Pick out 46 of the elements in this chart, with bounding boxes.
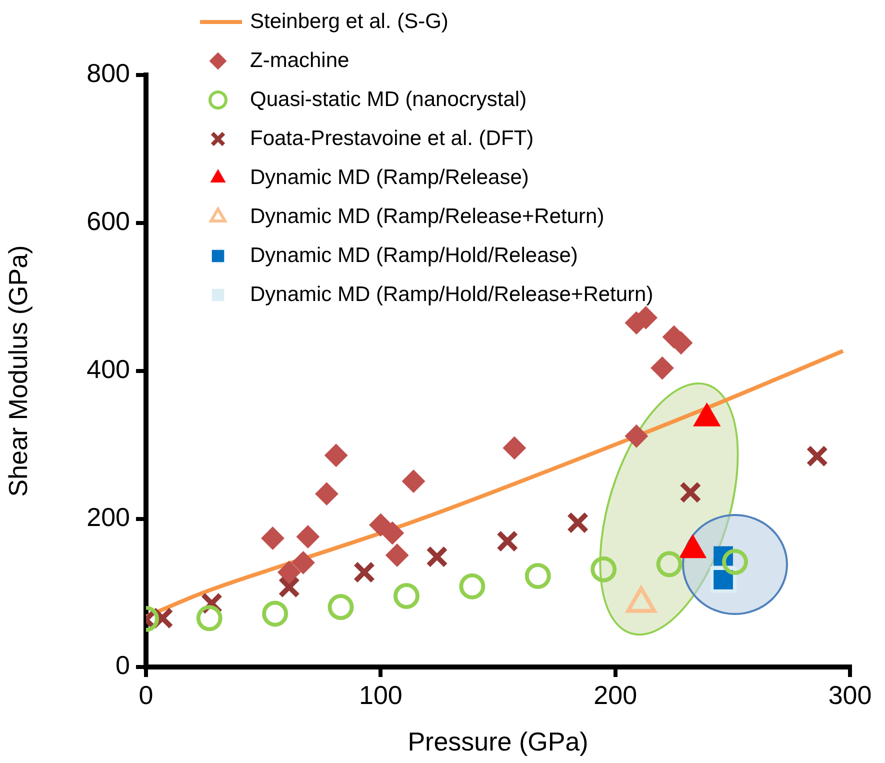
point	[656, 551, 682, 578]
y-axis-title: Shear Modulus (GPa)	[2, 245, 33, 497]
legend-label: Dynamic MD (Ramp/Hold/Release+Return)	[250, 282, 654, 306]
x-tick-label: 200	[594, 680, 638, 710]
point	[590, 556, 617, 582]
point	[806, 445, 828, 468]
point	[262, 600, 288, 627]
point	[324, 444, 348, 467]
x-tick-label: 300	[828, 680, 872, 710]
point	[502, 436, 526, 460]
x-tick-label: 100	[358, 680, 402, 710]
point	[278, 576, 300, 598]
legend-label: Dynamic MD (Ramp/Hold/Release)	[250, 244, 578, 267]
x-axis-title: Pressure (GPa)	[408, 726, 588, 757]
point	[426, 546, 448, 568]
y-tick-label: 400	[86, 354, 130, 384]
legend-label: Dynamic MD (Ramp/Release+Return)	[250, 204, 604, 228]
y-tick-label: 0	[116, 650, 130, 680]
y-tick-label: 200	[86, 502, 130, 532]
y-tick-label: 800	[86, 58, 130, 88]
point	[650, 356, 674, 380]
legend-label: Z-machine	[250, 48, 350, 72]
point	[566, 512, 589, 534]
point	[380, 522, 404, 545]
point	[261, 526, 284, 550]
x-tick-label: 0	[138, 680, 154, 710]
point	[278, 560, 301, 584]
legend-label: Foata-Prestavoine et al. (DFT)	[250, 126, 534, 150]
point	[353, 561, 376, 584]
point	[524, 562, 551, 589]
point	[315, 482, 338, 506]
point	[393, 582, 420, 609]
point	[196, 605, 222, 632]
point	[402, 470, 426, 493]
legend-label: Dynamic MD (Ramp/Release)	[250, 166, 529, 189]
point	[292, 551, 315, 574]
point	[679, 481, 702, 504]
legend-label: Steinberg et al. (S-G)	[250, 10, 448, 33]
y-tick-label: 600	[86, 206, 130, 236]
point	[496, 530, 518, 552]
point	[459, 573, 486, 600]
legend-label: Quasi-static MD (nanocrystal)	[250, 88, 527, 111]
point	[386, 544, 409, 567]
point	[296, 525, 320, 548]
point	[328, 594, 354, 620]
point	[624, 424, 648, 448]
